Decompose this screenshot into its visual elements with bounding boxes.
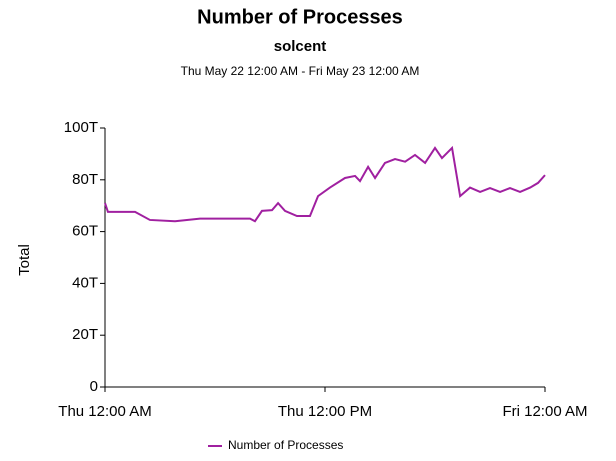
x-tick-label: Thu 12:00 PM — [278, 403, 372, 420]
x-tick-label: Thu 12:00 AM — [58, 403, 151, 420]
y-tick-label: 40T — [72, 274, 98, 291]
y-tick-label: 0 — [90, 378, 98, 395]
x-tick-label: Fri 12:00 AM — [502, 403, 587, 420]
chart-subtitle: solcent — [274, 38, 327, 55]
chart-title: Number of Processes — [197, 6, 403, 28]
y-axis-label: Total — [16, 244, 33, 276]
y-tick-label: 60T — [72, 223, 98, 240]
data-line — [104, 145, 546, 223]
y-tick-label: 80T — [72, 171, 98, 188]
y-tick-label: 100T — [64, 119, 98, 136]
y-tick-label: 20T — [72, 326, 98, 343]
date-range: Thu May 22 12:00 AM - Fri May 23 12:00 A… — [181, 64, 420, 78]
legend-label: Number of Processes — [228, 438, 343, 452]
